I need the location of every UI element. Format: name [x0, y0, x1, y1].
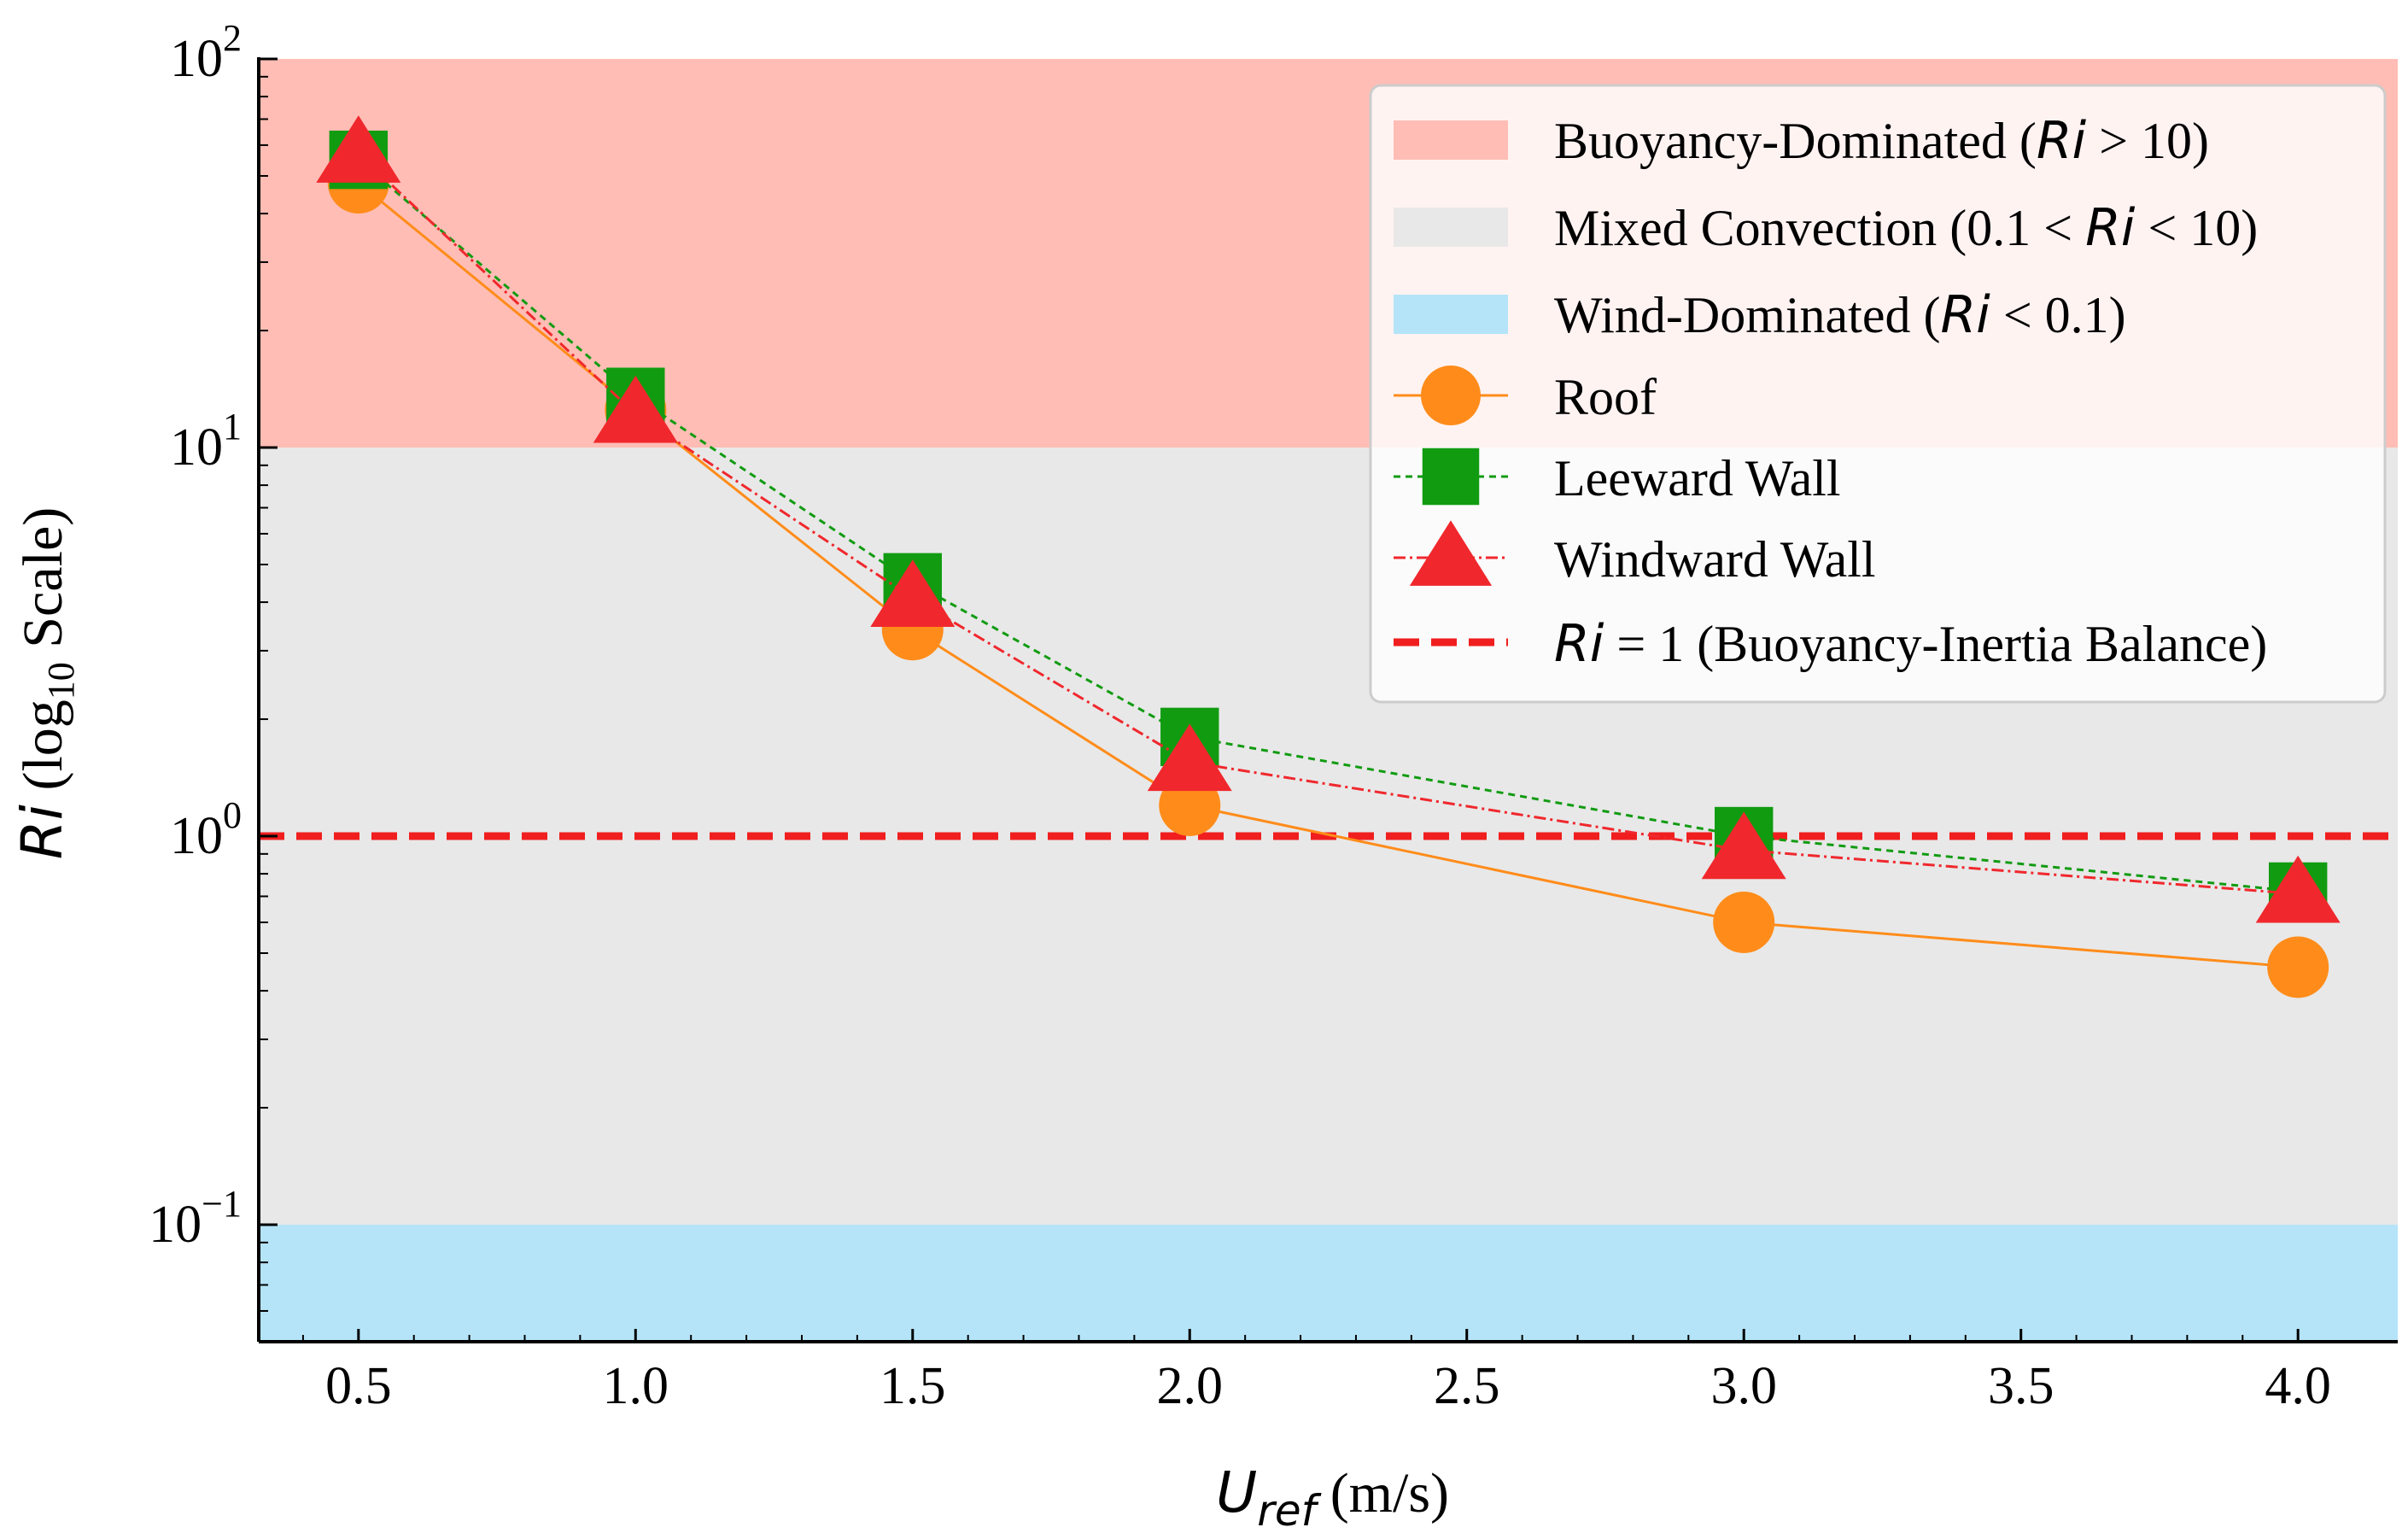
series-line-leeward-wall [357, 158, 2299, 893]
x-tick-label: 2.0 [1157, 1357, 1224, 1415]
x-tick-label: 4.0 [2265, 1357, 2331, 1415]
legend-label-var: Ri [1554, 614, 1604, 674]
legend-marker [1409, 520, 1493, 586]
legend-swatch [1394, 295, 1508, 334]
legend-swatch [1394, 208, 1508, 247]
y-tick-base: 10 [170, 30, 223, 88]
legend-label-var: Ri [2085, 198, 2136, 258]
y-tick-exponent: −1 [202, 1183, 242, 1225]
x-axis-label: Uref (m/s) [1216, 1460, 1449, 1536]
y-axis-label-symbol: Ri [9, 804, 75, 859]
legend-label: Wind-Dominated (Ri < 0.1) [1554, 285, 2126, 345]
legend-label-text: = 1 (Buoyancy-Inertia Balance) [1604, 616, 2267, 672]
legend-marker [1421, 366, 1481, 425]
y-axis-label: Ri (log10 Scale) [9, 507, 82, 859]
y-tick-label: 100 [170, 794, 242, 865]
data-point-roof [2267, 936, 2329, 998]
y-tick-label: 10−1 [149, 1183, 242, 1254]
y-tick-base: 10 [170, 418, 223, 477]
legend-label-text: Mixed Convection (0.1 < [1554, 200, 2085, 256]
y-tick-base: 10 [170, 807, 223, 865]
data-point-windward-wall [1701, 811, 1786, 880]
legend-marker [1422, 448, 1480, 506]
data-point-windward-wall [316, 115, 401, 183]
y-axis-label-text-end: Scale) [12, 507, 74, 662]
region-wind-dominated [259, 1225, 2398, 1342]
y-tick-exponent: 2 [223, 17, 242, 59]
data-point-windward-wall [870, 559, 956, 627]
data-point-roof [1713, 891, 1775, 953]
x-axis-label-subscript: ref [1257, 1486, 1321, 1536]
data-point-windward-wall [2255, 855, 2341, 923]
x-axis-label-symbol: U [1216, 1460, 1257, 1525]
legend-label: Buoyancy-Dominated (Ri > 10) [1554, 111, 2209, 171]
y-tick-label: 102 [170, 17, 242, 88]
legend-swatch [1394, 120, 1508, 160]
legend-label: Ri = 1 (Buoyancy-Inertia Balance) [1554, 614, 2267, 674]
y-tick-exponent: 1 [223, 406, 242, 448]
legend-label-text: Buoyancy-Dominated ( [1554, 113, 2037, 169]
x-axis-label-units: (m/s) [1316, 1462, 1449, 1524]
legend-label: Mixed Convection (0.1 < Ri < 10) [1554, 198, 2258, 258]
y-tick-base: 10 [149, 1196, 202, 1254]
x-tick-label: 3.0 [1710, 1357, 1777, 1415]
series-line-windward-wall [357, 152, 2299, 896]
x-tick-label: 1.0 [603, 1357, 669, 1415]
legend-label-text: Wind-Dominated ( [1554, 287, 1940, 343]
x-tick-label: 2.5 [1434, 1357, 1500, 1415]
data-point-windward-wall [1147, 723, 1232, 792]
legend-label-var: Ri [2037, 111, 2087, 171]
y-tick-exponent: 0 [223, 794, 242, 836]
series-windward-wall [316, 115, 2341, 923]
legend: Buoyancy-Dominated (Ri > 10)Mixed Convec… [1369, 84, 2387, 704]
data-point-windward-wall [593, 375, 678, 443]
x-tick-label: 1.5 [880, 1357, 946, 1415]
legend-label: Windward Wall [1554, 531, 1876, 588]
y-axis-label-subscript: 10 [40, 662, 82, 699]
y-tick-label: 101 [170, 406, 242, 477]
legend-label-var: Ri [1940, 285, 1990, 345]
y-axis-label-text: (log [12, 699, 74, 805]
legend-label: Roof [1554, 369, 1657, 425]
legend-label: Leeward Wall [1554, 450, 1841, 506]
legend-label-text-end: < 0.1) [1990, 287, 2126, 343]
legend-box [1369, 84, 2387, 704]
legend-label-text-end: < 10) [2135, 200, 2258, 256]
x-tick-label: 3.5 [1988, 1357, 2054, 1415]
x-tick-label: 0.5 [325, 1357, 392, 1415]
legend-label-text-end: > 10) [2086, 113, 2209, 169]
